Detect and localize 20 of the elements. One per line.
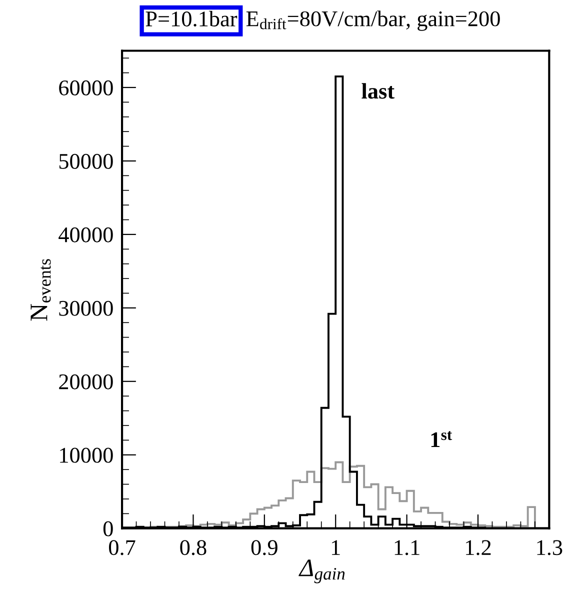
x-tick-label: 0.9 (251, 540, 278, 556)
y-axis-title: N$_{events}$ (30, 259, 51, 321)
annotation: 1$^{st}$ (431, 431, 452, 448)
y-tick-label: 50000 (59, 154, 113, 169)
chart-subtitle: E$_{drift}$=80V/cm/bar, gain=200 (246, 10, 500, 31)
x-tick-label: 1.1 (394, 540, 420, 556)
annotation: last (362, 83, 394, 99)
y-tick-label: 30000 (59, 300, 113, 316)
y-tick-label: 60000 (59, 80, 113, 96)
x-tick-label: 1.2 (466, 540, 491, 556)
chart-title: P=10.1bar (146, 10, 238, 27)
x-tick-label: 1 (332, 540, 340, 555)
x-axis-title: Δ$_{gain}$ (298, 560, 345, 584)
x-tick-label: 0.7 (109, 540, 136, 556)
y-tick-label: 0 (103, 521, 113, 536)
x-tick-label: 0.8 (180, 540, 206, 556)
y-tick-label: 40000 (58, 227, 113, 242)
y-tick-label: 10000 (60, 448, 113, 463)
x-tick-label: 1.3 (537, 540, 562, 556)
y-tick-label: 20000 (59, 374, 113, 390)
